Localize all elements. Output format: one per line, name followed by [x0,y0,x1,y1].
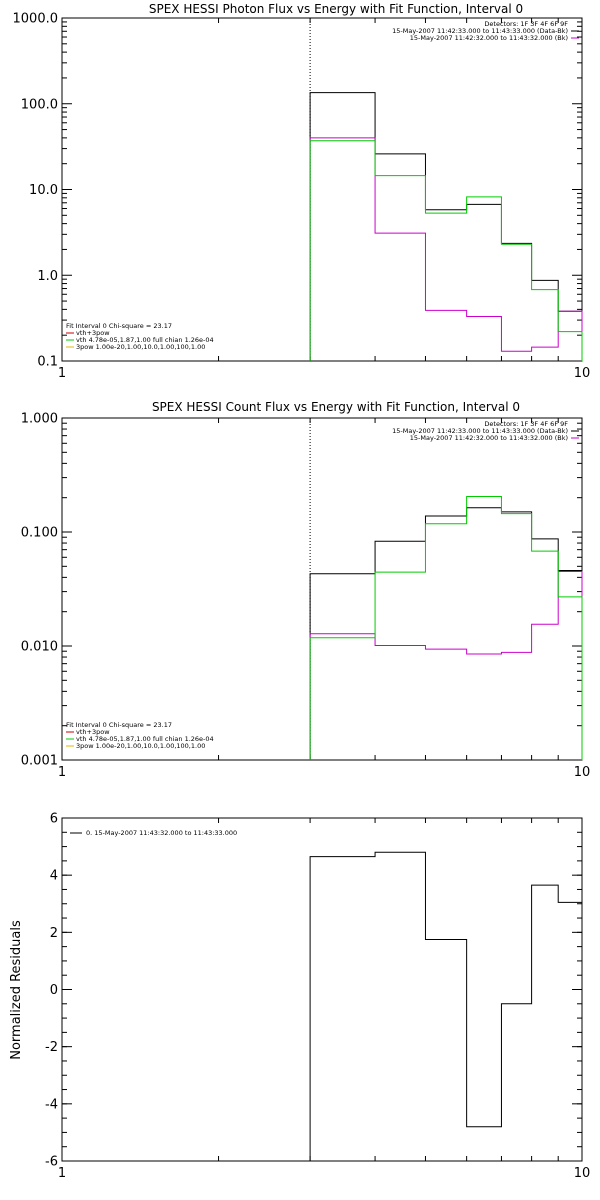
legend-bottom-entry: Fit Interval 0 Chi-square = 23.17 [66,322,172,330]
photon-flux-title: SPEX HESSI Photon Flux vs Energy with Fi… [149,2,523,16]
legend-bottom-entry: 3pow 1.00e-20,1.00,10.0,1.00,100,1.00 [76,742,205,750]
x-tick-label: 10 [574,1166,591,1181]
residuals-y-axis-label: Normalized Residuals [9,920,24,1060]
y-tick-label: 0.100 [21,526,58,541]
y-tick-label: -2 [45,1040,58,1055]
y-tick-label: 1000.0 [13,12,59,27]
legend-bottom-entry: vth+3pow [76,728,110,736]
y-tick-label: 0.1 [37,355,58,370]
legend-top-entry: 15-May-2007 11:42:32.000 to 11:43:32.000… [410,434,568,442]
series-step-line [309,92,583,361]
y-tick-label: 2 [50,926,58,941]
legend-top-entry: 15-May-2007 11:42:33.000 to 11:43:33.000… [392,427,568,435]
y-tick-label: 1.000 [21,412,58,427]
photon-flux-panel: SPEX HESSI Photon Flux vs Energy with Fi… [13,2,591,381]
plot-frame [61,17,583,362]
y-tick-label: -6 [45,1155,58,1170]
legend-top-entry: 15-May-2007 11:42:32.000 to 11:43:32.000… [410,34,568,42]
x-tick-label: 1 [58,1166,66,1181]
legend-bottom-entry: Fit Interval 0 Chi-square = 23.17 [66,721,172,729]
plot-frame [61,817,583,1162]
y-tick-label: -4 [45,1097,58,1112]
residuals-panel: Normalized Residuals 1 10 -6 -4 -2 0 2 4 6 0. 15-… [9,812,590,1182]
legend-bottom-entry: vth 4.78e-05,1.87,1.00 full chian 1.26e-… [76,735,214,743]
y-tick-label: 6 [50,812,58,827]
x-tick-label: 1 [58,765,66,780]
series-step-line [309,851,583,1161]
x-tick-label: 10 [574,765,591,780]
plot-frame [61,417,583,761]
y-tick-label: 0.001 [21,754,58,769]
x-tick-label: 1 [58,366,66,381]
legend-bottom-entry: vth 4.78e-05,1.87,1.00 full chian 1.26e-… [76,336,214,344]
count-flux-title: SPEX HESSI Count Flux vs Energy with Fit… [152,400,520,414]
legend-top-entry: Detectors: 1F 3F 4F 6F 9F [484,20,568,28]
legend-bottom-entry: 3pow 1.00e-20,1.00,10.0,1.00,100,1.00 [76,343,205,351]
legend-left-entry: 0. 15-May-2007 11:43:32.000 to 11:43:33.… [86,829,237,837]
legend-top-entry: Detectors: 1F 3F 4F 6F 9F [484,420,568,428]
y-tick-label: 1.0 [37,269,58,284]
y-tick-label: 0.010 [21,640,58,655]
x-tick-label: 10 [574,366,591,381]
series-step-line [309,495,583,760]
series-step-line [309,137,583,361]
y-tick-label: 10.0 [29,183,58,198]
count-flux-panel: SPEX HESSI Count Flux vs Energy with Fit… [21,400,590,780]
y-tick-label: 100.0 [21,97,58,112]
legend-top-entry: 15-May-2007 11:42:33.000 to 11:43:33.000… [392,27,568,35]
series-step-line [309,571,583,760]
legend-bottom-entry: vth+3pow [76,329,110,337]
y-tick-label: 4 [50,869,58,884]
series-step-line [309,140,583,361]
y-tick-label: 0 [50,983,58,998]
